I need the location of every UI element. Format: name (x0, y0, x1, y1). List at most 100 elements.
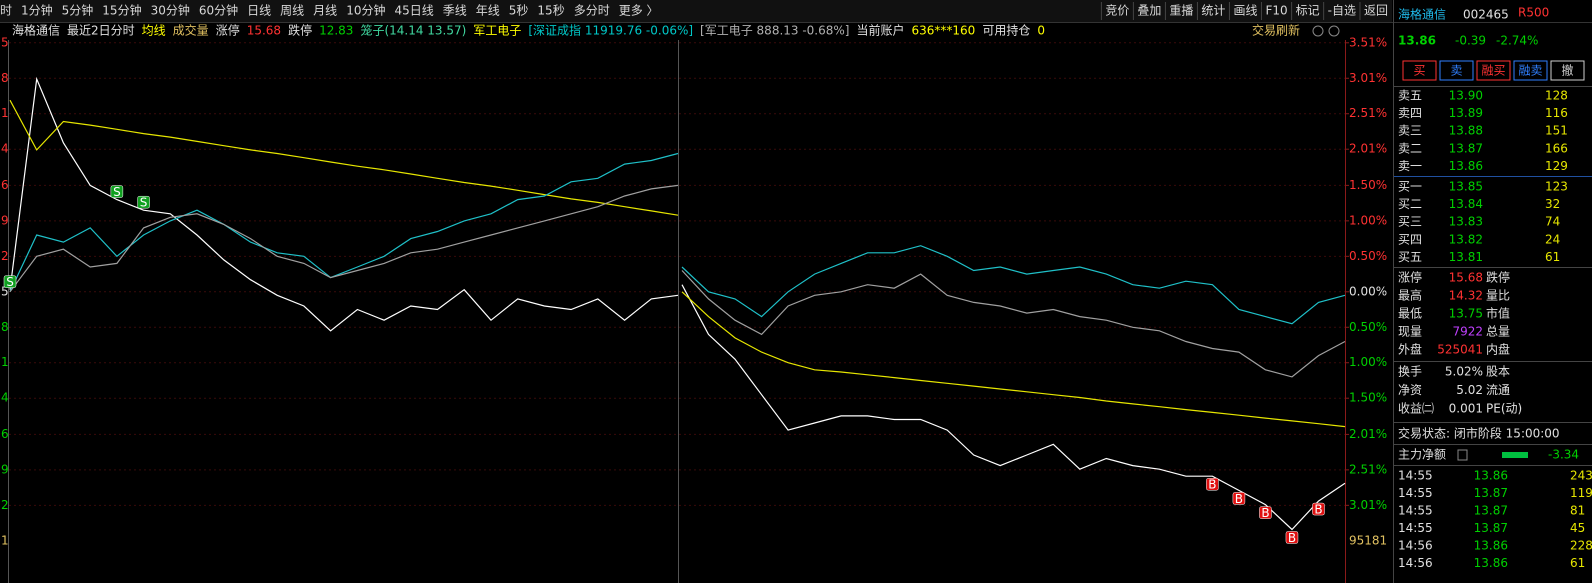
trade-marker-label: S (6, 275, 14, 289)
button[interactable] (1513, 60, 1548, 81)
trade-marker-label: B (1261, 506, 1269, 520)
button-label[interactable]: 卖 (1450, 64, 1462, 78)
row-extra: 24 (1545, 232, 1560, 246)
trade-marker-label: B (1208, 478, 1216, 492)
tool[interactable]: 竞价 (1105, 4, 1129, 18)
tab[interactable]: 30分钟 (151, 3, 190, 18)
trade-time: 14:55 (1398, 521, 1433, 535)
y-tick-label: 1.00% (1349, 213, 1387, 227)
tool[interactable]: F10 (1265, 4, 1287, 18)
row-extra: 跌停 (1486, 270, 1510, 285)
info: 0 (1037, 24, 1045, 38)
tab[interactable]: 年线 (476, 4, 500, 18)
info: 最近2日分时 (67, 24, 135, 38)
y-tick-label: 1.00% (1349, 355, 1387, 369)
row-extra: 74 (1545, 215, 1560, 229)
y-tick-label: 1.50% (1349, 391, 1387, 405)
price-line (681, 291, 1346, 428)
trade-marker (1312, 502, 1325, 516)
button-label[interactable]: 融买 (1481, 64, 1505, 78)
row-label: 外盘 (1398, 342, 1422, 357)
tab[interactable]: 日线 (247, 4, 271, 18)
button[interactable] (1402, 60, 1437, 81)
flow-bar (1502, 452, 1528, 458)
row-value: 7922 (1452, 325, 1483, 339)
left-label: 1 (1, 106, 9, 120)
tab[interactable]: 5分钟 (62, 3, 94, 18)
tab[interactable]: 月线 (313, 4, 337, 18)
flow-icon (1457, 449, 1468, 461)
button-label[interactable]: 融卖 (1518, 64, 1542, 78)
tool[interactable]: 统计 (1201, 4, 1225, 18)
trade-price: 13.87 (1474, 521, 1508, 535)
tool[interactable]: 重播 (1169, 4, 1193, 18)
left-label: 6 (1, 178, 9, 192)
left-label: 4 (1, 142, 9, 156)
row-value: 13.83 (1449, 215, 1483, 229)
trade-price: 13.86 (1474, 556, 1508, 570)
left-label: 6 (1, 427, 9, 441)
tool[interactable]: 标记 (1296, 4, 1320, 18)
row-extra: 61 (1545, 250, 1560, 264)
trade-marker (3, 275, 17, 288)
tab[interactable]: 更多 〉 (619, 4, 659, 18)
tab[interactable]: 15分钟 (102, 3, 141, 18)
left-label: 5 (1, 35, 9, 49)
tab[interactable]: 5秒 (509, 4, 529, 18)
y-tick-label: 0.00% (1349, 284, 1387, 298)
stock-code: 002465 (1463, 8, 1509, 22)
price-line (9, 152, 679, 293)
row-extra: 流通 (1486, 383, 1510, 397)
price-line (681, 284, 1346, 531)
row-value: 0.001 (1449, 402, 1483, 416)
tab[interactable]: 多分时 (574, 4, 610, 18)
flow-label: 主力净额 (1398, 448, 1446, 462)
left-label: 1 (1, 534, 9, 548)
button-label[interactable]: 撤 (1561, 63, 1573, 78)
trade-volume: 61 (1570, 556, 1585, 570)
tab[interactable]: 1分钟 (21, 3, 53, 18)
info: 636***160 (912, 24, 976, 38)
row-extra: 166 (1545, 141, 1568, 155)
tab[interactable]: 45日线 (394, 4, 433, 18)
left-label: 2 (1, 498, 9, 512)
trade-volume: 228 (1570, 539, 1592, 553)
refresh[interactable]: 交易刷新 (1252, 23, 1300, 38)
price: 13.86 (1398, 34, 1436, 48)
trade-marker-label: B (1314, 503, 1322, 517)
trade-price: 13.87 (1474, 486, 1508, 500)
y-tick-label: 3.51% (1349, 35, 1387, 49)
tool[interactable]: -自选 (1328, 4, 1356, 18)
trade-marker (1232, 492, 1246, 505)
tab[interactable]: 时 (0, 4, 12, 18)
icon[interactable] (1312, 25, 1324, 37)
tab[interactable]: 季线 (443, 4, 467, 18)
y-tick-label: 2.01% (1349, 427, 1387, 441)
row-extra: 151 (1545, 124, 1568, 138)
tool[interactable]: 叠加 (1137, 4, 1161, 18)
trade-marker-label: S (113, 185, 121, 199)
button-label[interactable]: 买 (1413, 64, 1425, 78)
left-label: 8 (1, 320, 9, 334)
button[interactable] (1439, 60, 1474, 81)
row-value: 13.87 (1449, 141, 1483, 155)
tab[interactable]: 周线 (280, 4, 304, 18)
button[interactable] (1476, 60, 1511, 81)
row-label: 卖二 (1398, 141, 1422, 155)
flow-value: -3.34 (1548, 448, 1579, 462)
button[interactable] (1550, 60, 1585, 81)
y-tick-label: 1.50% (1349, 178, 1387, 192)
price-line (9, 99, 679, 216)
tool[interactable]: 画线 (1233, 4, 1257, 18)
tab[interactable]: 10分钟 (346, 3, 385, 18)
row-label: 最低 (1398, 307, 1422, 321)
icon[interactable] (1328, 25, 1340, 37)
tab[interactable]: 60分钟 (199, 3, 238, 18)
price-line (681, 270, 1346, 378)
row-value: 5.02% (1445, 365, 1483, 379)
change: -0.39 (1455, 34, 1486, 48)
tab[interactable]: 15秒 (537, 4, 564, 18)
tool[interactable]: 返回 (1364, 4, 1388, 18)
row-value: 13.82 (1449, 232, 1483, 246)
row-value: 13.85 (1449, 180, 1483, 194)
